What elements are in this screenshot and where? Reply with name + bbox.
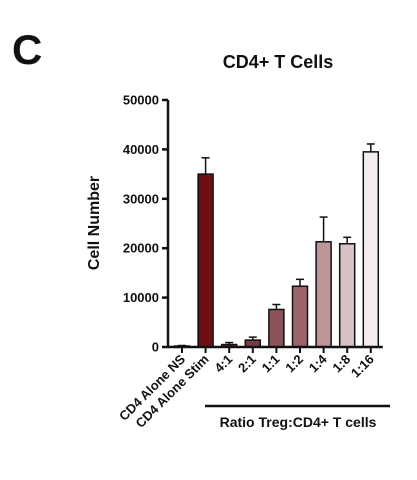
y-axis-label: Cell Number	[86, 176, 103, 270]
x-tick-label: 1:1	[259, 352, 283, 376]
bar	[362, 151, 380, 348]
x-axis	[168, 345, 383, 353]
y-tick-label: 40000	[123, 142, 159, 157]
chart-title: CD4+ T Cells	[223, 52, 334, 72]
y-tick-label: 0	[152, 340, 159, 355]
x-tick-label: 4:1	[211, 352, 235, 376]
bar	[315, 241, 332, 348]
x-tick-label: 2:1	[235, 352, 259, 376]
x-tick-label: 1:16	[348, 352, 377, 381]
bar	[268, 308, 285, 348]
y-tick-label: 20000	[123, 241, 159, 256]
x-axis-label: Ratio Treg:CD4+ T cells	[220, 414, 377, 430]
y-tick-label: 50000	[123, 93, 159, 108]
bar	[197, 173, 214, 348]
bar	[338, 243, 356, 348]
bar	[291, 285, 309, 348]
bars	[173, 151, 380, 348]
x-tick-label: 1:4	[306, 351, 330, 375]
y-tick-label: 30000	[123, 191, 159, 206]
y-tick-label: 10000	[123, 290, 159, 305]
x-tick-label: 1:2	[282, 352, 306, 376]
panel-letter: C	[12, 26, 42, 73]
y-axis: 0 10000 20000 30000 40000 50000	[123, 93, 170, 355]
